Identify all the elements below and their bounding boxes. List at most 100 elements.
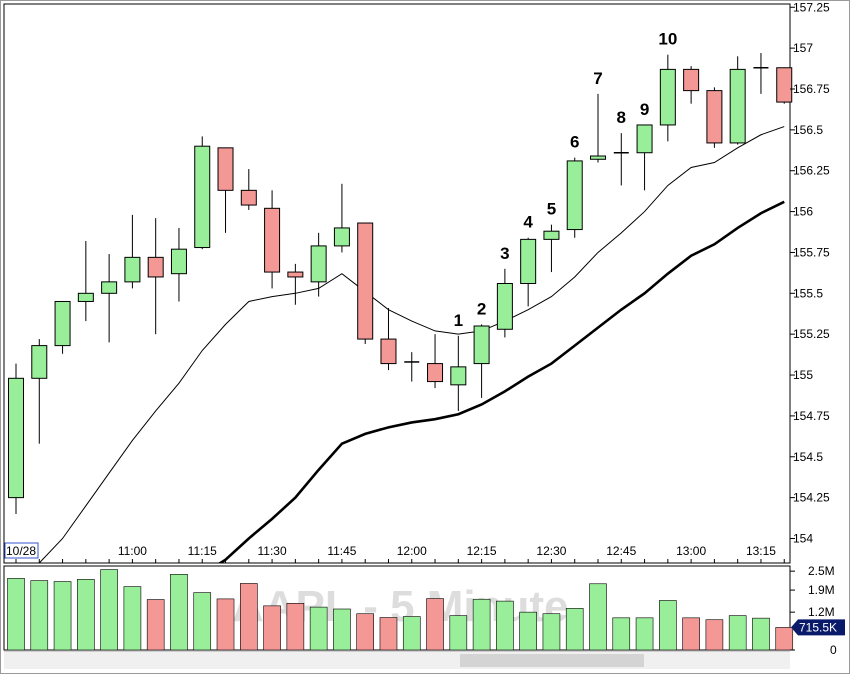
count-label: 8 [617,108,626,127]
price-tick-label: 155 [793,368,813,382]
candle-up [590,155,606,160]
volume-bar [472,598,491,651]
volume-bar [496,600,514,651]
volume-bar [216,598,235,651]
volume-bar [240,583,258,651]
chart-watermark: AAPL - 5 Minute [232,582,569,631]
candle-down [264,207,281,273]
price-tick-label: 156.5 [793,123,823,137]
moving-average-line-thick [217,200,785,563]
scrollbar-thumb[interactable] [460,654,644,667]
price-panel-frame [3,3,791,564]
count-label: 1 [454,311,463,330]
volume-tick-label: 1.9M [808,583,835,597]
time-tick-label: 11:30 [258,544,287,558]
candle-up [729,68,746,144]
candle-up [543,230,560,240]
volume-tick-label: 0 [830,643,837,657]
candle-down [240,189,257,206]
price-tick-label: 156.75 [793,82,830,96]
volume-tick-label: 1.2M [808,605,835,619]
candle-down [357,222,374,340]
volume-bar [77,579,95,651]
current-volume-marker [791,619,845,636]
volume-bar [775,627,794,651]
count-label: 4 [523,213,533,232]
price-tick-label: 157.25 [793,0,830,14]
candle-up [450,366,467,386]
candle-up [54,300,71,347]
candle-down [380,338,397,365]
volume-bar [705,619,724,651]
time-tick-label: 11:15 [188,544,217,558]
volume-bar [53,581,72,651]
volume-bar [519,611,537,651]
candle-up [310,245,327,283]
candle-down [776,67,793,103]
candle-up [496,283,513,330]
volume-bar [7,578,25,651]
candle-up [473,325,490,365]
volume-bar [426,598,444,651]
volume-bar [635,617,654,651]
volume-bar [612,617,631,651]
count-annotations: 12 345 6 7 8 9 10 [454,30,678,330]
count-label: 10 [658,30,677,49]
current-volume-label: 715.5K [799,620,837,634]
volume-bar [659,600,677,651]
volume-bar [30,580,49,651]
candle-down [427,363,444,383]
price-tick-label: 155.25 [793,327,830,341]
candle-up [520,238,537,285]
candle-up [333,227,350,247]
count-label: 6 [570,133,579,152]
candle-up [77,292,94,302]
price-tick-label: 154 [793,531,813,545]
candle-up [8,377,24,499]
horizontal-scrollbar[interactable] [4,651,790,669]
time-tick-label: 11:00 [118,544,147,558]
price-tick-label: 155.5 [793,286,823,300]
price-tick-label: 155.75 [793,245,830,259]
price-axis: 154 154.25 154.5 154.75 155 155.25 155.5 155.75… [790,0,830,545]
candle-up [101,281,118,294]
volume-bar [146,599,165,651]
candle-up [170,248,187,275]
volume-bar [100,569,118,651]
volume-bar [379,617,398,651]
time-tick-label: 11:45 [327,544,356,558]
volume-axis: 2.5M 1.9M 1.2M 0 715.5K [790,564,845,657]
count-label: 2 [477,299,486,318]
candle-up [659,68,676,126]
candle-up [31,345,48,379]
time-axis: 10/28 11:00 11:15 11:30 11:45 12:00 12:15 12:30… [4,542,785,563]
volume-bar [170,574,188,651]
count-label: 7 [593,69,602,88]
candle-down [217,147,234,191]
time-tick-label: 12:45 [606,544,636,558]
candle-down [706,90,723,144]
volume-bar [682,617,700,651]
volume-tick-label: 2.5M [808,564,835,578]
time-tick-label: 12:00 [397,544,427,558]
volume-bar [286,603,305,651]
time-tick-label: 12:15 [467,544,497,558]
candle-up [566,160,583,231]
time-tick-label: 12:30 [536,544,566,558]
volume-bar [589,583,607,651]
volume-bar [449,615,468,651]
candle-down [147,256,164,278]
price-tick-label: 154.25 [793,491,830,505]
moving-averages [38,126,785,563]
count-label: 9 [640,100,649,119]
date-label-box [4,542,39,559]
price-tick-label: 156.25 [793,164,830,178]
volume-bar [356,613,375,651]
volume-bar [728,615,747,651]
volume-bar [263,605,281,651]
candle-down [287,271,304,278]
candle-up [194,145,211,249]
time-tick-label: 13:15 [746,544,776,558]
volume-bar [333,608,351,651]
